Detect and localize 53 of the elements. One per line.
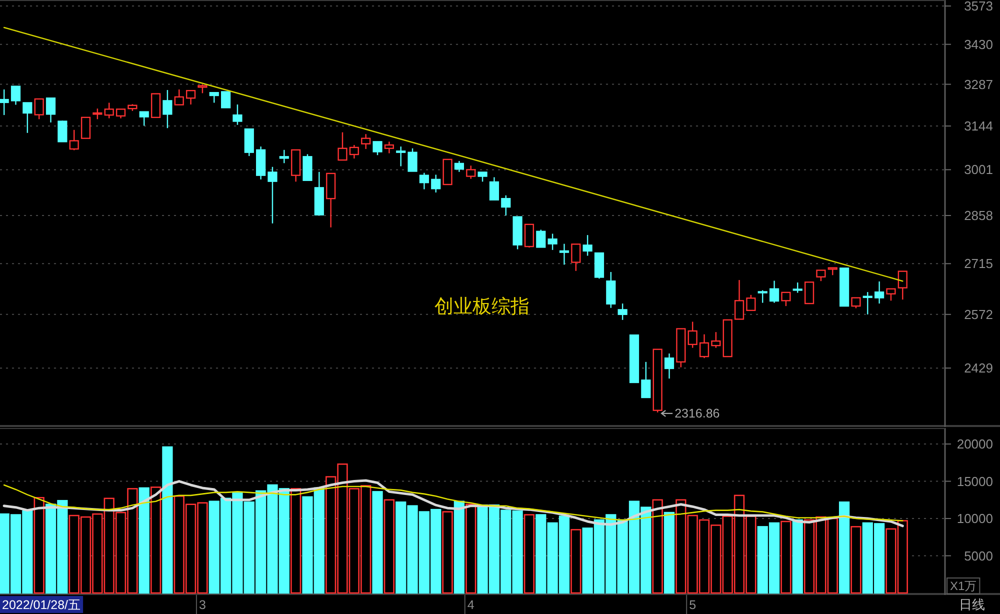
text: 2022/01/28/五	[2, 598, 82, 612]
bar	[150, 486, 162, 594]
bar	[442, 511, 453, 594]
candlestick	[874, 280, 884, 304]
candlestick	[361, 134, 371, 150]
y-tick-label: 3430	[964, 36, 993, 52]
x-tick-label: 3	[198, 598, 206, 612]
x-tick-label: 4	[467, 598, 474, 612]
bar	[792, 519, 803, 594]
y-tick-label: 20000	[956, 436, 993, 452]
bar	[838, 501, 850, 594]
candlestick	[664, 352, 674, 380]
bar	[290, 488, 302, 594]
bar	[34, 497, 44, 594]
candlestick	[396, 146, 406, 167]
y-tick-label: 3001	[964, 162, 993, 178]
text: 日线	[959, 597, 985, 612]
bar	[384, 499, 394, 594]
y-tick-label: 2429	[964, 360, 993, 376]
y-axis-title: X1万	[950, 579, 977, 593]
y-tick-label: 15000	[956, 474, 993, 489]
bar	[162, 446, 173, 594]
candlestick	[349, 144, 359, 160]
line-series	[3, 484, 904, 522]
annotation: 2316.86	[674, 406, 720, 420]
bar	[850, 526, 862, 594]
y-tick-label: 3573	[964, 0, 993, 14]
bar	[138, 487, 150, 594]
annotation: 创业板综指	[434, 296, 530, 318]
candlestick	[559, 243, 570, 266]
bar	[466, 504, 476, 594]
y-tick-label: 3144	[964, 118, 993, 134]
y-tick-label: 2858	[964, 208, 993, 223]
y-tick-label: 5000	[964, 548, 993, 564]
candlestick	[279, 149, 289, 164]
bar	[664, 512, 675, 594]
candlestick	[256, 146, 266, 180]
y-tick-label: 2715	[964, 256, 993, 272]
bar	[652, 499, 663, 594]
y-tick-label: 3287	[964, 76, 993, 92]
bar	[372, 491, 383, 594]
candlestick	[0, 88, 9, 116]
candlestick	[384, 141, 394, 154]
x-tick-label: 5	[689, 598, 696, 612]
candlestick	[769, 280, 780, 304]
candlestick	[162, 89, 172, 129]
bar	[780, 520, 792, 594]
bar	[454, 500, 465, 594]
candlestick	[454, 160, 464, 172]
bar	[570, 529, 582, 594]
y-tick-label: 10000	[956, 511, 993, 526]
y-tick-label: 2572	[964, 306, 993, 322]
bar	[524, 514, 535, 594]
